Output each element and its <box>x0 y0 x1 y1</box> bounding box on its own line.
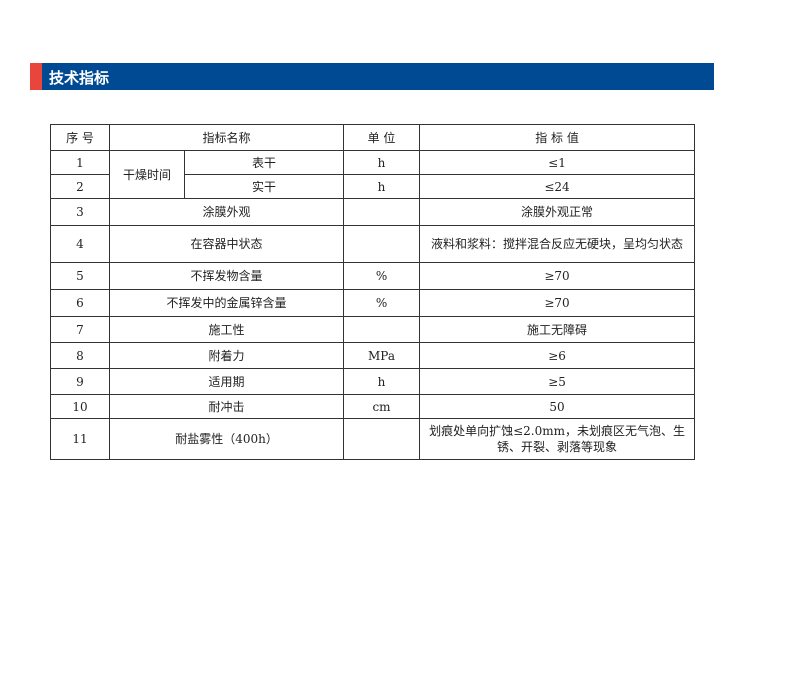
cell-no: 3 <box>50 198 110 226</box>
section-header: 技术指标 <box>30 63 714 90</box>
cell-no: 11 <box>50 418 110 460</box>
cell-no: 6 <box>50 289 110 317</box>
cell-group-drying: 干燥时间 <box>109 150 185 199</box>
table-row: 3 涂膜外观 涂膜外观正常 <box>50 198 696 226</box>
cell-no: 1 <box>50 150 110 175</box>
cell-unit <box>343 225 421 263</box>
table-row: 10 耐冲击 cm 50 <box>50 394 696 419</box>
header-unit: 单 位 <box>343 124 421 151</box>
cell-value: 划痕处单向扩蚀≤2.0mm，未划痕区无气泡、生锈、开裂、剥落等现象 <box>419 418 696 460</box>
cell-value: 涂膜外观正常 <box>419 198 696 226</box>
table-row: 4 在容器中状态 液料和浆料：搅拌混合反应无硬块，呈均匀状态 <box>50 225 696 263</box>
table-row: 9 适用期 h ≥5 <box>50 368 696 395</box>
cell-name: 不挥发物含量 <box>108 262 345 290</box>
cell-value: ≥70 <box>419 289 696 317</box>
cell-no: 2 <box>50 174 110 199</box>
table-row: 2 实干 h ≤24 <box>50 174 696 199</box>
accent-block <box>30 63 42 90</box>
cell-value: ≥70 <box>419 262 696 290</box>
table-row: 5 不挥发物含量 % ≥70 <box>50 262 696 290</box>
cell-unit <box>343 418 421 460</box>
cell-name: 表干 <box>183 150 345 175</box>
table-row: 8 附着力 MPa ≥6 <box>50 342 696 369</box>
header-name: 指标名称 <box>108 124 345 151</box>
cell-no: 4 <box>50 225 110 263</box>
cell-name: 耐盐雾性（400h） <box>108 418 345 460</box>
spec-table: 序 号 指标名称 单 位 指 标 值 1 干燥时间 表干 h ≤1 2 实干 h… <box>50 124 696 460</box>
header-value: 指 标 值 <box>419 124 696 151</box>
table-row: 11 耐盐雾性（400h） 划痕处单向扩蚀≤2.0mm，未划痕区无气泡、生锈、开… <box>50 418 696 460</box>
cell-unit: h <box>343 150 421 175</box>
cell-name: 附着力 <box>108 342 345 369</box>
cell-value: 液料和浆料：搅拌混合反应无硬块，呈均匀状态 <box>419 225 696 263</box>
cell-unit <box>343 198 421 226</box>
table-row: 6 不挥发中的金属锌含量 % ≥70 <box>50 289 696 317</box>
cell-unit: h <box>343 174 421 199</box>
cell-unit: cm <box>343 394 421 419</box>
cell-no: 8 <box>50 342 110 369</box>
cell-value: 50 <box>419 394 696 419</box>
cell-value: ≥5 <box>419 368 696 395</box>
table-row: 7 施工性 施工无障碍 <box>50 316 696 343</box>
cell-unit: % <box>343 262 421 290</box>
table-header-row: 序 号 指标名称 单 位 指 标 值 <box>50 124 696 151</box>
table-row: 1 干燥时间 表干 h ≤1 <box>50 150 696 199</box>
cell-unit <box>343 316 421 343</box>
cell-value: ≤24 <box>419 174 696 199</box>
cell-unit: h <box>343 368 421 395</box>
cell-name: 不挥发中的金属锌含量 <box>108 289 345 317</box>
cell-no: 9 <box>50 368 110 395</box>
cell-value: ≤1 <box>419 150 696 175</box>
cell-no: 10 <box>50 394 110 419</box>
cell-value: ≥6 <box>419 342 696 369</box>
cell-name: 涂膜外观 <box>108 198 345 226</box>
cell-unit: % <box>343 289 421 317</box>
cell-name: 在容器中状态 <box>108 225 345 263</box>
header-no: 序 号 <box>50 124 110 151</box>
cell-name: 耐冲击 <box>108 394 345 419</box>
cell-name: 实干 <box>183 174 345 199</box>
cell-unit: MPa <box>343 342 421 369</box>
cell-name: 施工性 <box>108 316 345 343</box>
cell-value: 施工无障碍 <box>419 316 696 343</box>
cell-no: 5 <box>50 262 110 290</box>
section-title: 技术指标 <box>49 69 110 87</box>
cell-name: 适用期 <box>108 368 345 395</box>
cell-no: 7 <box>50 316 110 343</box>
